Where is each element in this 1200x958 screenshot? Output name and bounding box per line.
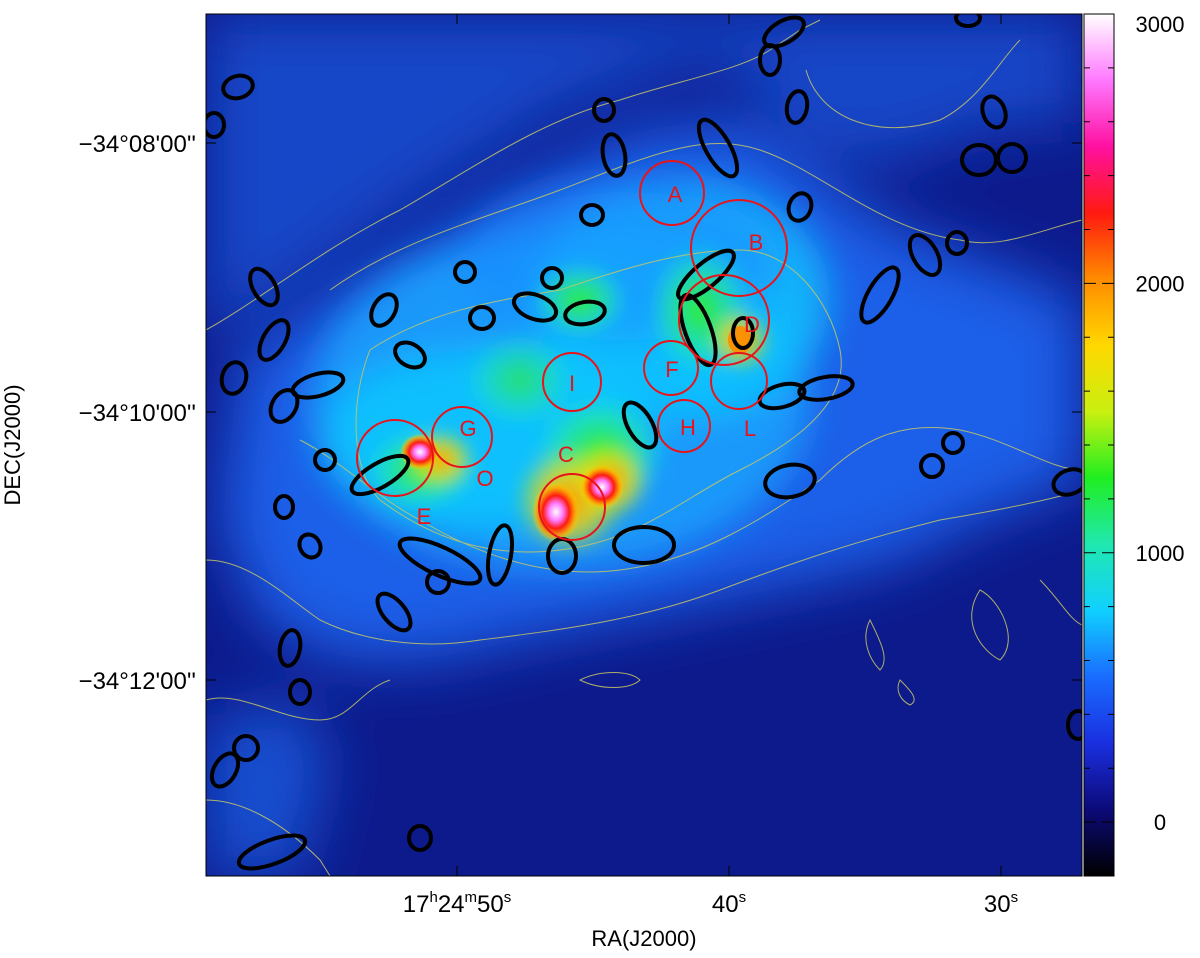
x-tick-label: 40s: [712, 889, 746, 918]
ellipse-source: [453, 260, 477, 284]
ellipse-source: [468, 305, 496, 331]
region-circle-d: [678, 274, 770, 366]
y-tick-label: −34°12'00'': [79, 668, 196, 695]
ellipse-source: [1066, 709, 1082, 741]
ellipse-source: [954, 14, 982, 28]
y-tick-label: −34°08'00'': [79, 131, 196, 158]
ellipse-source: [393, 340, 427, 370]
region-label-a: A: [668, 182, 683, 207]
plot-area: A B C D E F G H I L O: [206, 14, 1082, 876]
region-circle-h: [657, 399, 711, 453]
colorbar-tick-label: 2000: [1136, 271, 1185, 296]
region-label-f: F: [665, 357, 678, 382]
region-label-e: E: [417, 504, 432, 529]
contours: [206, 19, 1082, 876]
ellipse-source: [945, 230, 969, 256]
region-label-b: B: [749, 230, 764, 255]
ellipse-source: [758, 43, 782, 77]
ellipse-source: [563, 299, 607, 327]
x-tick-labels: 17h24m50s 40s 30s: [403, 889, 1018, 918]
ellipse-source: [232, 734, 260, 762]
region-label-h: H: [680, 415, 696, 440]
region-circle-c: [538, 473, 606, 541]
ellipse-source: [236, 833, 308, 871]
ellipse-source: [277, 628, 303, 668]
colorbar-tick-label: 1000: [1136, 541, 1185, 566]
ellipse-source: [248, 266, 280, 308]
region-label-l: L: [744, 416, 756, 441]
ellipse-source: [960, 143, 998, 177]
region-label-g: G: [459, 416, 476, 441]
ellipse-source: [859, 265, 901, 325]
region-label-d: D: [744, 312, 760, 337]
ellipse-source: [980, 94, 1008, 130]
ellipse-source: [621, 400, 659, 450]
ellipse-source: [762, 15, 806, 49]
region-circle-e: [356, 419, 434, 497]
x-tick-label: 17h24m50s: [403, 889, 511, 918]
region-circle-b: [690, 199, 788, 297]
ellipse-source: [907, 233, 943, 277]
region-circle-f: [643, 340, 699, 396]
plot-frame: [205, 13, 1083, 877]
region-label-o: O: [476, 466, 493, 491]
ellipse-source: [941, 431, 965, 455]
ellipse-source: [996, 142, 1028, 175]
ellipse-source: [696, 117, 740, 179]
region-circle-i: [542, 352, 602, 412]
ellipse-source: [407, 824, 433, 852]
ellipse-source: [425, 569, 451, 595]
ellipse-source: [375, 591, 413, 633]
axis-ticks: [206, 14, 1082, 876]
ellipse-source: [612, 525, 676, 565]
colorbar-ticks: 0 1000 2000 3000: [1084, 12, 1185, 877]
ellipse-source: [206, 111, 226, 139]
ellipse-source: [511, 291, 559, 323]
ellipse-source: [600, 132, 628, 178]
y-tick-label: −34°10'00'': [79, 400, 196, 427]
ellipse-source: [757, 381, 807, 411]
ellipse-source: [763, 462, 817, 500]
x-axis-title: RA(J2000): [591, 926, 696, 951]
ellipse-source: [257, 318, 291, 362]
ellipse-source: [313, 448, 337, 472]
colorbar: 0 1000 2000 3000: [1083, 12, 1185, 877]
ellipse-source: [219, 360, 249, 396]
ellipse-source: [579, 203, 605, 227]
ellipse-source: [784, 89, 810, 125]
ellipse-source: [786, 191, 814, 223]
region-label-c: C: [558, 442, 574, 467]
region-circle-a: [639, 160, 705, 226]
ellipse-source: [349, 453, 411, 497]
region-circles: A B C D E F G H I L O: [356, 160, 788, 541]
ellipse-source: [731, 316, 755, 350]
ellipse-source: [369, 292, 399, 328]
ellipse-source: [221, 73, 255, 101]
ellipse-source: [485, 523, 515, 587]
source-ellipses: [206, 14, 1082, 871]
colorbar-tick-label: 3000: [1136, 12, 1185, 37]
ellipse-source: [592, 97, 616, 123]
ellipse-source: [676, 248, 736, 302]
x-tick-label: 30s: [984, 889, 1018, 918]
hot-spots: [400, 326, 752, 542]
ellipse-source: [297, 532, 323, 560]
y-tick-labels: −34°08'00'' −34°10'00'' −34°12'00'': [79, 131, 196, 695]
ellipse-source: [540, 266, 564, 290]
ellipse-source: [209, 751, 241, 789]
ellipse-source: [919, 453, 945, 479]
y-axis-title: DEC(J2000): [0, 384, 25, 505]
region-label-i: I: [569, 371, 575, 396]
ellipse-source: [273, 494, 295, 520]
region-circle-g: [431, 406, 493, 468]
ellipse-source: [290, 370, 346, 400]
ellipse-source: [1051, 467, 1082, 497]
colorbar-tick-label: 0: [1154, 810, 1166, 835]
ellipse-source: [797, 374, 855, 402]
ellipse-source: [288, 678, 312, 706]
region-circle-l: [710, 352, 768, 410]
